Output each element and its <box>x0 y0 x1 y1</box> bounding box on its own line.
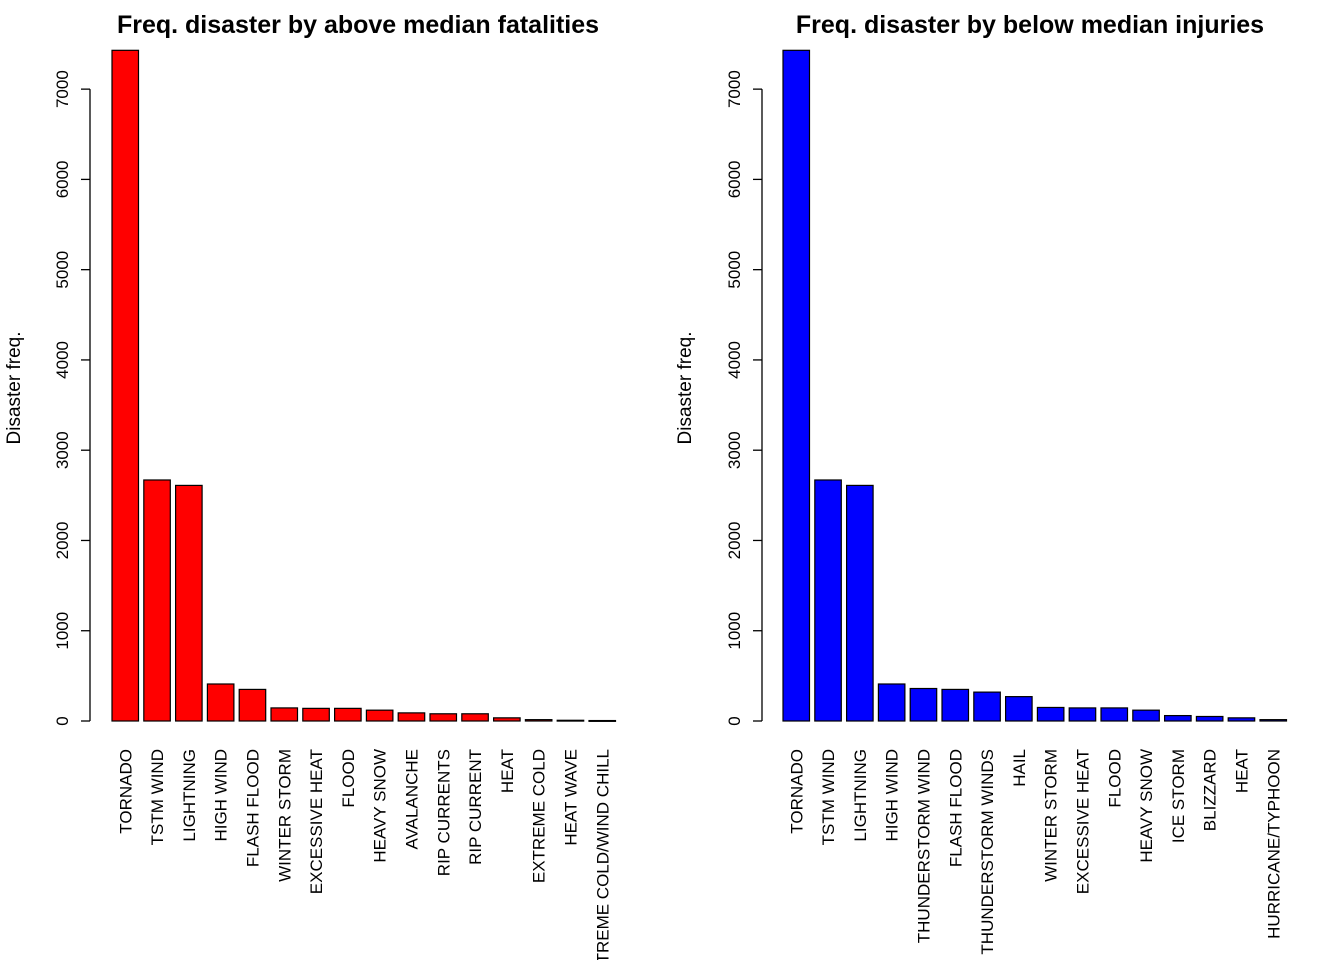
y-axis-label: Disaster freq. <box>675 332 696 445</box>
x-tick-label: AVALANCHE <box>402 749 421 849</box>
x-tick-label: FLOOD <box>339 749 358 808</box>
x-tick-label: HEAVY SNOW <box>1137 749 1156 863</box>
x-tick-label: RIP CURRENTS <box>434 749 453 876</box>
bar <box>238 688 267 722</box>
x-tick-label: HEAVY SNOW <box>371 749 390 863</box>
y-tick-label: 1000 <box>725 612 744 650</box>
y-tick-label: 3000 <box>725 431 744 469</box>
x-tick-label: THUNDERSTORM WIND <box>914 749 933 943</box>
bar <box>1259 719 1288 722</box>
bar-group <box>782 49 1288 722</box>
bar <box>111 49 140 722</box>
y-tick-label: 5000 <box>53 251 72 289</box>
bar <box>1132 709 1160 722</box>
x-tick-label: HIGH WIND <box>883 749 902 842</box>
x-tick-label: THUNDERSTORM WINDS <box>978 749 997 955</box>
bar <box>556 719 585 722</box>
x-tick-label: HEAT <box>498 749 517 793</box>
x-tick-label: TORNADO <box>116 749 135 834</box>
bar <box>973 691 1001 722</box>
y-tick-label: 2000 <box>53 522 72 560</box>
chart-title: Freq. disaster by below median injuries <box>796 11 1264 39</box>
x-tick-label: TSTM WIND <box>819 749 838 845</box>
y-axis: 0 1000 2000 3000 4000 5000 6000 7000 <box>53 70 91 726</box>
bar <box>1195 715 1224 722</box>
x-tick-label: EXCESSIVE HEAT <box>1073 749 1092 894</box>
x-tick-label: FLOOD <box>1105 749 1124 808</box>
bar <box>588 719 617 722</box>
x-tick-label: WINTER STORM <box>1042 749 1061 882</box>
bar <box>877 683 906 722</box>
x-tick-label: LIGHTNING <box>851 749 870 842</box>
x-tick-label: LIGHTNING <box>180 749 199 842</box>
chart-title: Freq. disaster by above median fatalitie… <box>117 11 599 39</box>
x-tick-label: RIP CURRENT <box>466 749 485 865</box>
x-tick-label: BLIZZARD <box>1201 749 1220 831</box>
bar <box>270 707 299 722</box>
category-labels: TORNADO TSTM WIND LIGHTNING HIGH WIND THUNDE… <box>787 749 1283 955</box>
bar <box>1068 707 1097 722</box>
y-tick-label: 5000 <box>725 251 744 289</box>
bar <box>941 688 970 722</box>
x-tick-label: ICE STORM <box>1169 749 1188 843</box>
y-tick-label: 7000 <box>725 70 744 108</box>
x-tick-label: TORNADO <box>787 749 806 834</box>
bar-group <box>111 49 617 722</box>
bar <box>782 49 811 722</box>
bar <box>206 683 235 722</box>
x-tick-label: FLASH FLOOD <box>243 749 262 867</box>
bar <box>524 719 553 722</box>
category-labels: TORNADO TSTM WIND LIGHTNING HIGH WIND FLASH … <box>116 749 612 960</box>
bar <box>397 712 426 722</box>
x-tick-label: EXTREME COLD <box>530 749 549 883</box>
bar <box>814 479 842 722</box>
bar <box>365 709 394 722</box>
x-tick-label: WINTER STORM <box>275 749 294 882</box>
x-tick-label: EXTREME COLD/WIND CHILL <box>593 749 612 960</box>
x-tick-label: HEAT <box>1232 749 1251 793</box>
bar <box>909 687 938 722</box>
bar <box>461 713 489 722</box>
bar <box>1163 714 1192 722</box>
y-tick-label: 6000 <box>725 160 744 198</box>
bar <box>845 484 874 722</box>
bar <box>429 713 458 722</box>
bar <box>334 707 362 722</box>
bar <box>1004 696 1033 722</box>
x-tick-label: HIGH WIND <box>212 749 231 842</box>
x-tick-label: EXCESSIVE HEAT <box>307 749 326 894</box>
bar <box>302 707 330 722</box>
x-tick-label: TSTM WIND <box>148 749 167 845</box>
chart-panel-injuries: Freq. disaster by below median injuries … <box>675 11 1288 955</box>
y-tick-label: 4000 <box>725 341 744 379</box>
y-tick-label: 0 <box>53 716 72 725</box>
chart-panel-fatalities: Freq. disaster by above median fatalitie… <box>4 11 617 960</box>
x-tick-label: HEAT WAVE <box>561 749 580 846</box>
bar <box>1100 707 1129 722</box>
bar <box>175 484 203 722</box>
y-axis: 0 1000 2000 3000 4000 5000 6000 7000 <box>725 70 763 726</box>
bar <box>1227 717 1256 722</box>
bar <box>493 717 521 722</box>
y-tick-label: 1000 <box>53 612 72 650</box>
y-tick-label: 0 <box>725 716 744 725</box>
x-tick-label: HAIL <box>1010 749 1029 787</box>
y-tick-label: 6000 <box>53 160 72 198</box>
y-tick-label: 2000 <box>725 522 744 560</box>
x-tick-label: HURRICANE/TYPHOON <box>1264 749 1283 939</box>
bar <box>1036 706 1065 722</box>
y-tick-label: 4000 <box>53 341 72 379</box>
y-tick-label: 7000 <box>53 70 72 108</box>
x-tick-label: FLASH FLOOD <box>946 749 965 867</box>
y-axis-label: Disaster freq. <box>4 332 25 445</box>
y-tick-label: 3000 <box>53 431 72 469</box>
bar <box>143 479 171 722</box>
